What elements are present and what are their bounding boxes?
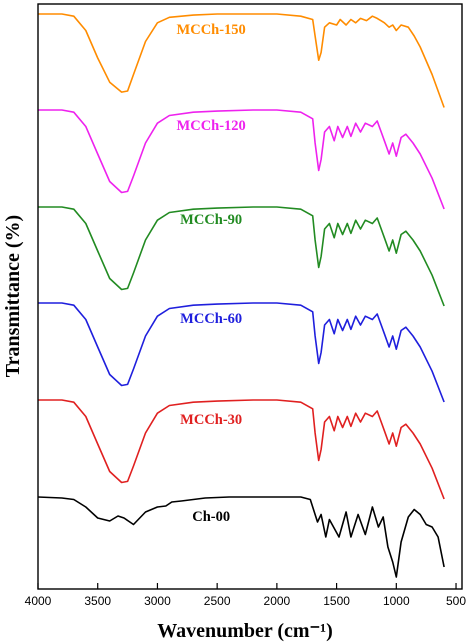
x-tick-label: 1000: [383, 594, 410, 608]
series-line-ch-00: [37, 496, 445, 578]
series-label-mcch-150: MCCh-150: [177, 22, 246, 38]
x-tick-label: 4000: [25, 594, 52, 608]
x-tick-label: 500: [446, 594, 466, 608]
series-label-mcch-120: MCCh-120: [177, 118, 246, 134]
x-tick-label: 1500: [323, 594, 350, 608]
plot-frame: [37, 3, 463, 590]
series-label-mcch-90: MCCh-90: [180, 212, 242, 228]
series-label-mcch-60: MCCh-60: [180, 311, 242, 327]
series-line-mcch-150: [38, 13, 445, 108]
series-line-mcch-30: [38, 399, 445, 500]
x-axis: 4000 3500 3000 2500 2000 1500 1000 500: [25, 583, 466, 608]
series-line-mcch-120: [38, 109, 445, 210]
series-line-mcch-90: [38, 206, 445, 307]
series-label-mcch-30: MCCh-30: [180, 412, 242, 428]
x-tick-label: 3500: [84, 594, 111, 608]
x-tick-label: 2500: [204, 594, 231, 608]
x-tick-label: 3000: [144, 594, 171, 608]
series-label-ch-00: Ch-00: [192, 509, 230, 525]
x-axis-title: Wavenumber (cm⁻¹): [157, 620, 333, 642]
x-tick-label: 2000: [264, 594, 291, 608]
y-axis-title: Transmittance (%): [2, 215, 24, 377]
series-group: MCCh-150 MCCh-120 MCCh-90 MCCh-60 MCCh-30 Ch-…: [37, 13, 445, 578]
series-line-mcch-60: [38, 302, 445, 403]
